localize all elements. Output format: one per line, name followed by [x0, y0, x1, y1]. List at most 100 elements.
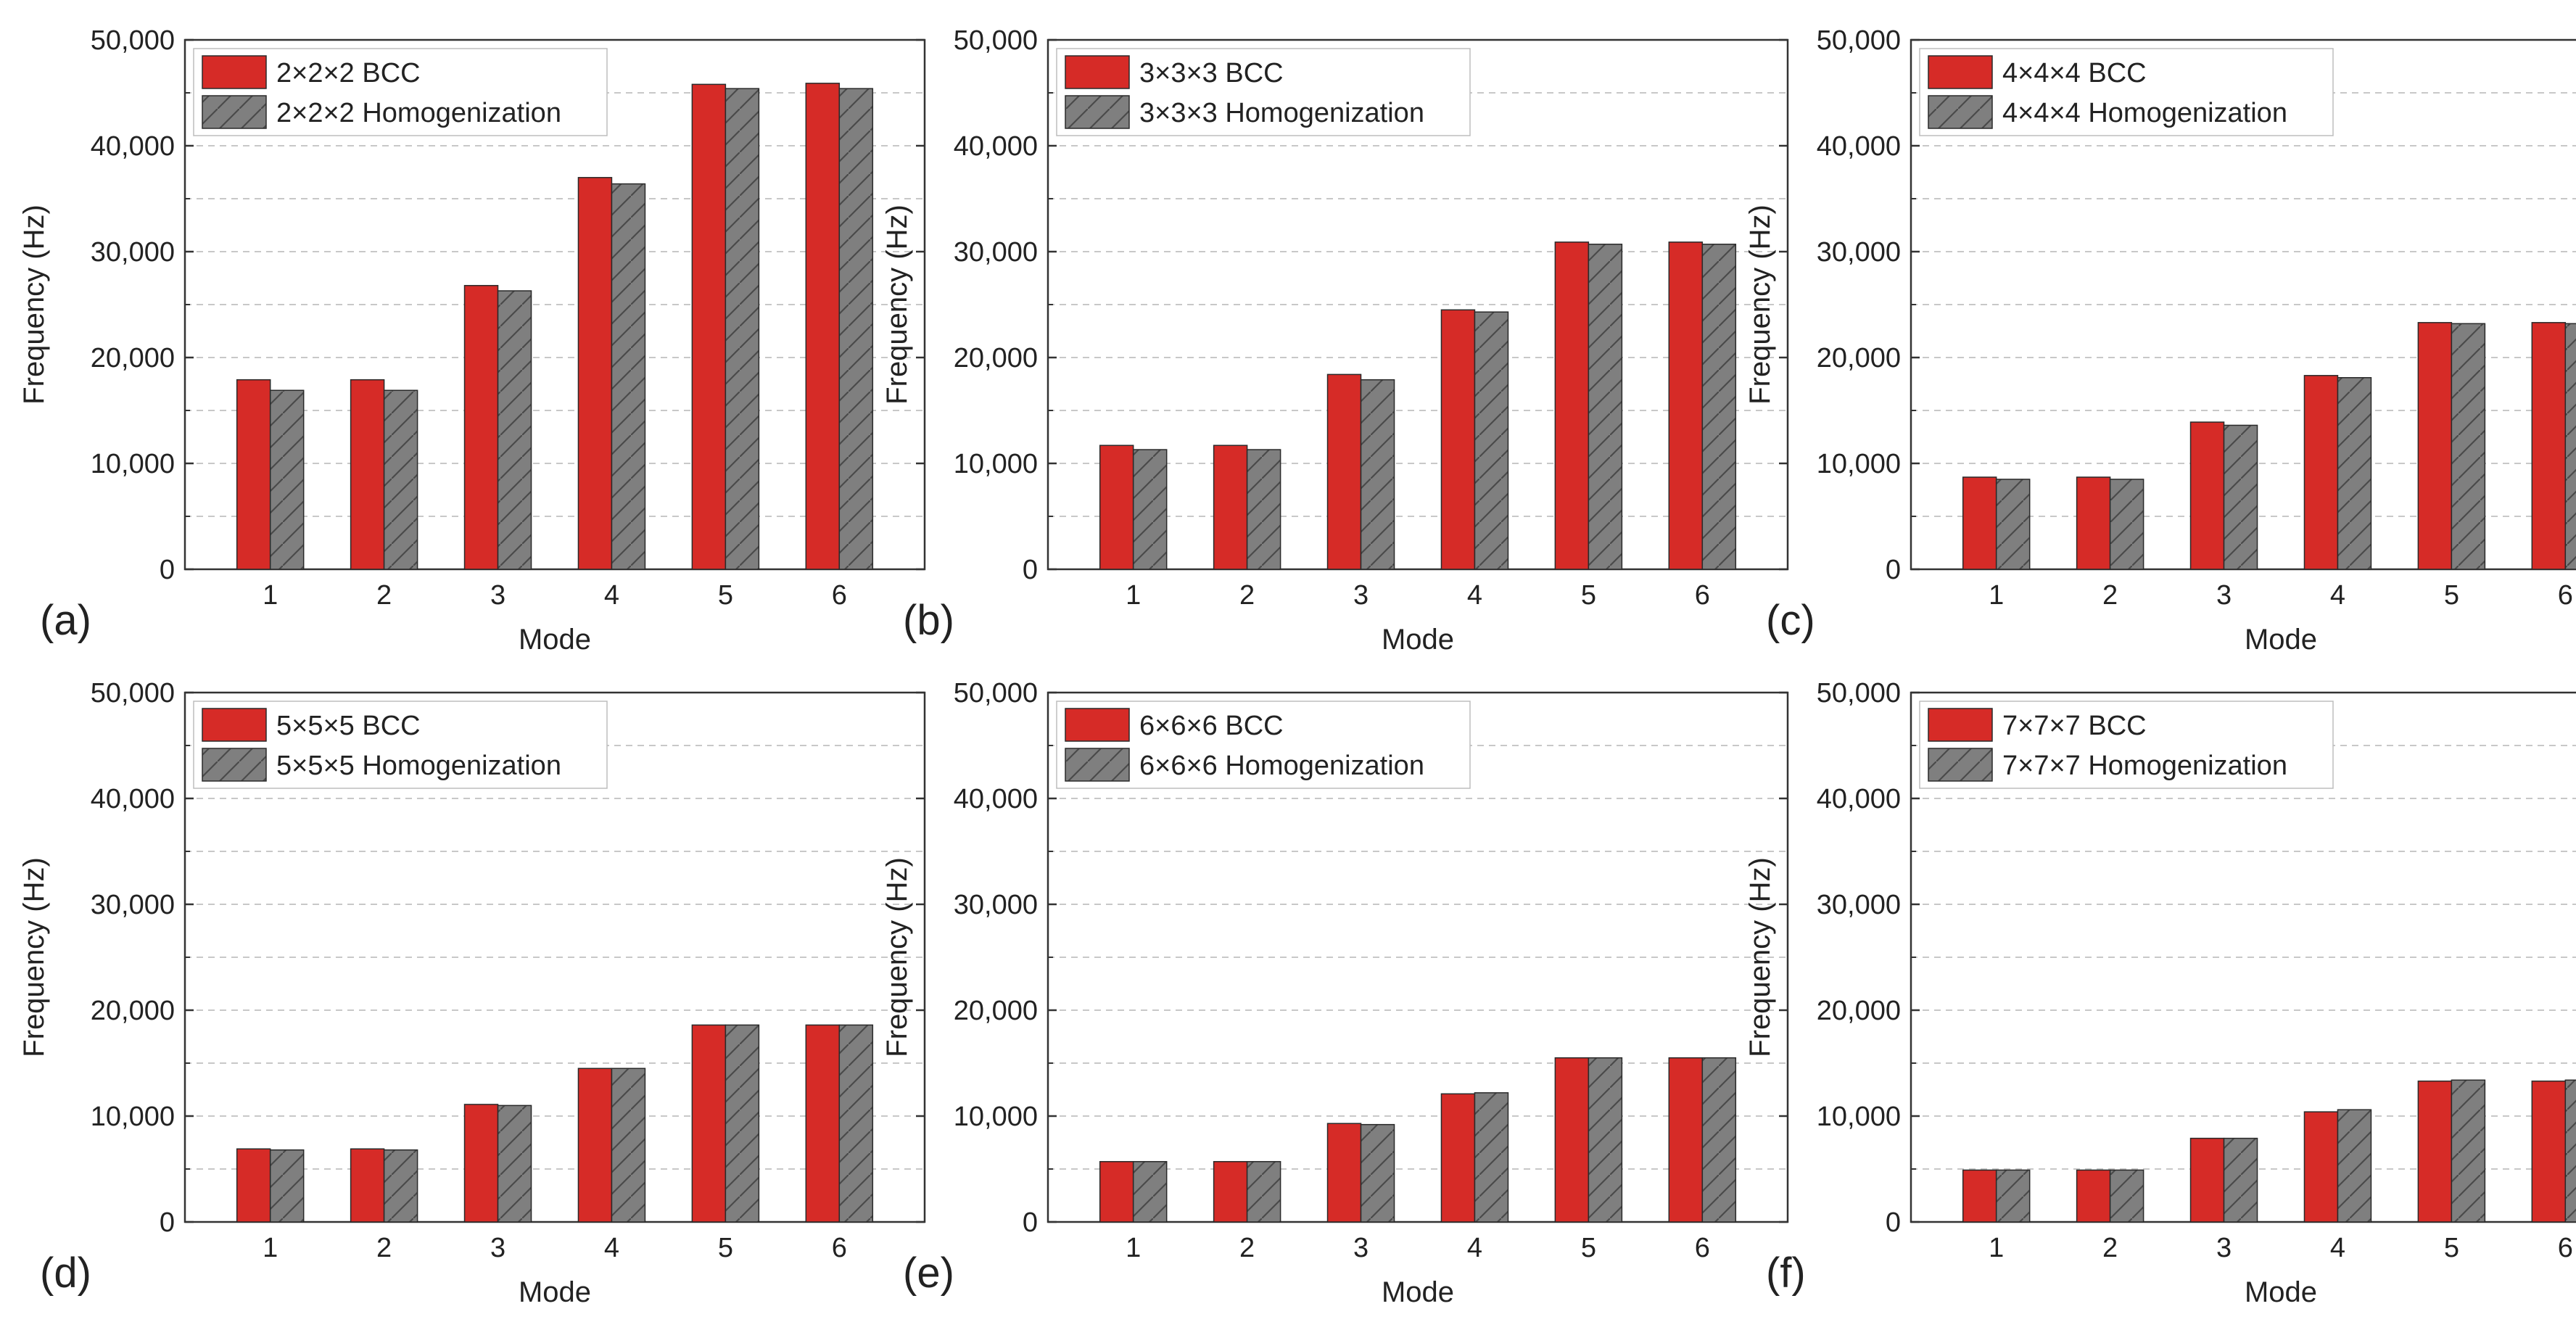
y-tick-label: 10,000 [1817, 1102, 1901, 1132]
bar-bcc [236, 379, 271, 570]
legend-entry: 3×3×3 Homogenization [1139, 98, 1424, 128]
x-tick-label: 4 [604, 1233, 619, 1263]
x-tick-label: 3 [490, 580, 505, 611]
bar-bcc [463, 284, 499, 570]
bar-bcc [1440, 309, 1476, 570]
y-axis-title: Frequency (Hz) [18, 205, 50, 405]
bar-bcc [1213, 445, 1248, 570]
y-tick-label: 50,000 [1817, 25, 1901, 56]
panel-label: (c) [1766, 597, 1815, 644]
y-tick-label: 40,000 [91, 784, 175, 814]
bar-homogenization [1360, 379, 1395, 570]
x-axis-title: Mode [519, 1276, 591, 1308]
bar-bcc [2417, 1081, 2453, 1223]
x-tick-label: 4 [2330, 580, 2345, 611]
y-axis-title: Frequency (Hz) [1744, 205, 1776, 405]
x-tick-label: 5 [1581, 1233, 1596, 1263]
bar-homogenization [2337, 376, 2372, 570]
bar-homogenization [2451, 323, 2486, 570]
legend-entry: 6×6×6 Homogenization [1139, 751, 1424, 781]
y-tick-label: 20,000 [91, 996, 175, 1026]
bar-bcc [577, 1067, 613, 1223]
legend-entry: 3×3×3 BCC [1139, 58, 1284, 88]
bar-homogenization [269, 1149, 305, 1223]
bar-bcc [1099, 1161, 1134, 1223]
x-tick-label: 6 [2558, 580, 2573, 611]
legend-swatch-homogenization [1928, 748, 1993, 782]
y-tick-label: 10,000 [91, 1102, 175, 1132]
legend-entry: 2×2×2 BCC [276, 58, 421, 88]
bar-homogenization [1246, 449, 1281, 570]
x-tick-label: 6 [832, 580, 847, 611]
x-tick-label: 3 [490, 1233, 505, 1263]
bar-homogenization [2564, 1079, 2576, 1223]
bar-bcc [2076, 476, 2111, 570]
bar-bcc [1213, 1161, 1248, 1223]
bar-bcc [1668, 241, 1704, 570]
y-tick-label: 30,000 [91, 237, 175, 268]
chart-panel: 0 10,000 20,000 30,000 40,000 50,000 1 2 3 4 5 6 Mod… [1744, 678, 2576, 1308]
bar-bcc [1668, 1057, 1704, 1223]
x-tick-label: 5 [1581, 580, 1596, 611]
bar-homogenization [2451, 1079, 2486, 1223]
x-tick-label: 2 [376, 1233, 392, 1263]
legend-swatch-homogenization [1928, 95, 1993, 129]
panel-label: (d) [40, 1250, 91, 1297]
legend-swatch-homogenization [202, 748, 267, 782]
legend-swatch-bcc [1928, 55, 1993, 89]
legend-swatch-homogenization [1065, 748, 1130, 782]
x-axis-title: Mode [2245, 1276, 2317, 1308]
bar-bcc [1554, 1057, 1590, 1223]
y-axis-title: Frequency (Hz) [1744, 857, 1776, 1057]
bar-bcc [2417, 322, 2453, 570]
x-axis-title: Mode [519, 624, 591, 656]
y-tick-label: 30,000 [1817, 237, 1901, 268]
chart-panel: 0 10,000 20,000 30,000 40,000 50,000 1 2 3 4 5 6 Mod… [18, 25, 926, 656]
chart-panel: 0 10,000 20,000 30,000 40,000 50,000 1 2 3 4 5 6 Mod… [881, 25, 1789, 656]
x-tick-label: 6 [1695, 1233, 1710, 1263]
bar-homogenization [1132, 1161, 1168, 1223]
y-tick-label: 50,000 [954, 25, 1038, 56]
legend-swatch-bcc [202, 708, 267, 742]
bar-bcc [2531, 1081, 2567, 1223]
y-tick-label: 0 [1886, 1207, 1901, 1238]
x-tick-label: 4 [1467, 580, 1482, 611]
bar-bcc [2531, 322, 2567, 570]
x-tick-label: 5 [2444, 580, 2459, 611]
x-tick-label: 3 [2216, 1233, 2232, 1263]
x-tick-label: 5 [2444, 1233, 2459, 1263]
y-axis-title: Frequency (Hz) [881, 205, 913, 405]
bar-homogenization [1588, 244, 1623, 570]
bar-homogenization [724, 88, 760, 570]
bar-homogenization [1588, 1057, 1623, 1223]
bar-bcc [691, 1024, 727, 1223]
x-tick-label: 4 [604, 580, 619, 611]
y-tick-label: 10,000 [954, 1102, 1038, 1132]
bar-homogenization [2223, 424, 2258, 570]
legend-entry: 6×6×6 BCC [1139, 711, 1284, 741]
bar-bcc [350, 379, 385, 570]
x-tick-label: 4 [1467, 1233, 1482, 1263]
bar-homogenization [497, 1104, 532, 1223]
y-tick-label: 0 [1023, 555, 1038, 585]
x-tick-label: 2 [2102, 1233, 2118, 1263]
y-tick-label: 0 [1023, 1207, 1038, 1238]
y-tick-label: 20,000 [1817, 343, 1901, 373]
bar-bcc [1099, 445, 1134, 570]
panel-label: (a) [40, 597, 91, 644]
bar-homogenization [2337, 1109, 2372, 1223]
x-tick-label: 2 [376, 580, 392, 611]
chart-panel: 0 10,000 20,000 30,000 40,000 50,000 1 2 3 4 5 6 Mod… [881, 678, 1789, 1308]
y-tick-label: 20,000 [954, 996, 1038, 1026]
y-tick-label: 50,000 [1817, 678, 1901, 709]
legend-entry: 5×5×5 Homogenization [276, 751, 561, 781]
legend-entry: 4×4×4 Homogenization [2002, 98, 2287, 128]
bar-homogenization [1474, 311, 1509, 570]
x-tick-label: 5 [718, 1233, 733, 1263]
x-tick-label: 1 [1126, 1233, 1141, 1263]
bar-homogenization [383, 389, 418, 570]
bar-homogenization [1246, 1161, 1281, 1223]
bar-homogenization [2109, 1169, 2144, 1223]
bar-bcc [2076, 1169, 2111, 1223]
